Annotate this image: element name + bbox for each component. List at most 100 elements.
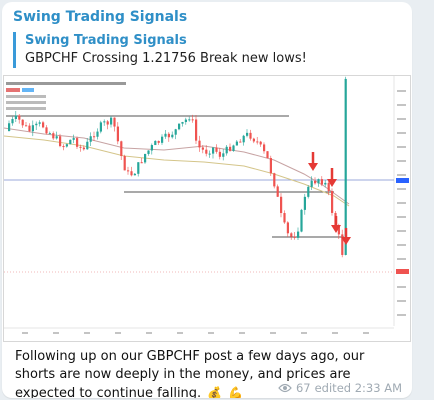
- candle-body: [341, 234, 344, 255]
- candle-body: [331, 190, 334, 213]
- time-tick: [53, 332, 59, 334]
- candle-body: [229, 146, 232, 151]
- reply-text: GBPCHF Crossing 1.21756 Break new lows!: [25, 51, 307, 66]
- candle-body: [93, 136, 96, 138]
- indicator-label-3: [6, 107, 46, 110]
- candle-body: [45, 127, 48, 134]
- candle-body: [120, 141, 123, 157]
- candle-body: [157, 140, 160, 143]
- sender-name[interactable]: Swing Trading Signals: [13, 9, 188, 25]
- candle-body: [38, 122, 41, 124]
- candle-body: [150, 145, 153, 151]
- message-meta: 67 edited 2:33 AM: [278, 381, 402, 395]
- candle-body: [310, 180, 313, 187]
- reply-quote[interactable]: Swing Trading Signals GBPCHF Crossing 1.…: [13, 32, 403, 68]
- candle-body: [235, 141, 238, 146]
- price-tick: [397, 160, 406, 162]
- candle-body: [137, 162, 140, 174]
- time-tick: [22, 332, 28, 334]
- candle-body: [225, 146, 228, 154]
- price-label-red: [396, 269, 409, 274]
- candle-body: [76, 138, 79, 147]
- candle-body: [86, 141, 89, 150]
- candle-body: [55, 136, 58, 139]
- candle-body: [42, 122, 45, 128]
- candle-body: [201, 147, 204, 150]
- candle-body: [130, 171, 133, 176]
- price-tick: [397, 174, 406, 176]
- candle-body: [65, 144, 68, 147]
- candle-body: [239, 141, 242, 143]
- candle-body: [297, 231, 300, 238]
- instrument-header: [6, 82, 126, 85]
- candle-body: [18, 115, 21, 120]
- candle-body: [99, 122, 102, 132]
- indicator-label-2: [6, 101, 46, 104]
- candle-body: [116, 126, 119, 142]
- chart-image[interactable]: [3, 75, 411, 342]
- time-axis-ticks: [22, 332, 369, 334]
- time-tick: [146, 332, 152, 334]
- candle-body: [62, 146, 65, 148]
- candle-body: [249, 132, 252, 139]
- eye-icon: [278, 383, 292, 393]
- candle-body: [222, 153, 225, 157]
- price-tick: [397, 300, 406, 302]
- candle-body: [171, 134, 174, 138]
- candle-body: [21, 119, 24, 126]
- candle-body: [300, 209, 303, 232]
- time-tick: [270, 332, 276, 334]
- time-tick: [115, 332, 121, 334]
- candle-body: [314, 180, 317, 184]
- price-tag-blue: [22, 88, 34, 92]
- price-tick: [397, 258, 406, 260]
- price-tick: [397, 146, 406, 148]
- candle-body: [205, 149, 208, 154]
- candle-body: [269, 158, 272, 174]
- candle-body: [263, 144, 266, 152]
- candle-body: [161, 136, 164, 143]
- candle-body: [140, 162, 143, 164]
- candle-body: [14, 115, 17, 120]
- sell-arrow-2: [327, 168, 337, 187]
- money-bag-icon: 💰: [207, 386, 223, 398]
- candle-body: [113, 117, 116, 127]
- candle-body: [96, 131, 99, 137]
- message-body: Following up on our GBPCHF post a few da…: [15, 349, 365, 398]
- candle-body: [110, 117, 113, 125]
- candle-body: [293, 236, 296, 238]
- indicator-label-1: [6, 95, 46, 98]
- candle-body: [259, 141, 262, 145]
- candle-body: [48, 133, 51, 135]
- price-tick: [397, 216, 406, 218]
- candle-body: [188, 119, 191, 121]
- candle-body: [167, 133, 170, 138]
- candle-body: [246, 132, 249, 136]
- candle-body: [327, 182, 330, 191]
- message-text: Following up on our GBPCHF post a few da…: [15, 348, 400, 398]
- candle-body: [232, 145, 235, 151]
- time-tick: [363, 332, 369, 334]
- time-tick: [84, 332, 90, 334]
- candle-body: [252, 138, 255, 142]
- time-tick: [239, 332, 245, 334]
- price-tick: [397, 314, 406, 316]
- reply-title: Swing Trading Signals: [25, 33, 187, 48]
- candle-body: [324, 182, 327, 185]
- candle-body: [283, 213, 286, 223]
- candle-body: [337, 225, 340, 235]
- candle-body: [69, 139, 72, 145]
- time-tick: [332, 332, 338, 334]
- candle-body: [317, 179, 320, 184]
- candle-body: [31, 125, 34, 132]
- candle-body: [133, 173, 136, 176]
- candle-body: [181, 122, 184, 124]
- price-tick: [397, 244, 406, 246]
- candle-body: [320, 179, 323, 185]
- candle-body: [82, 147, 85, 150]
- moving-average-1: [4, 127, 350, 205]
- candle-body: [266, 151, 269, 159]
- candle-body: [256, 141, 259, 143]
- price-tick: [397, 132, 406, 134]
- price-tick: [397, 104, 406, 106]
